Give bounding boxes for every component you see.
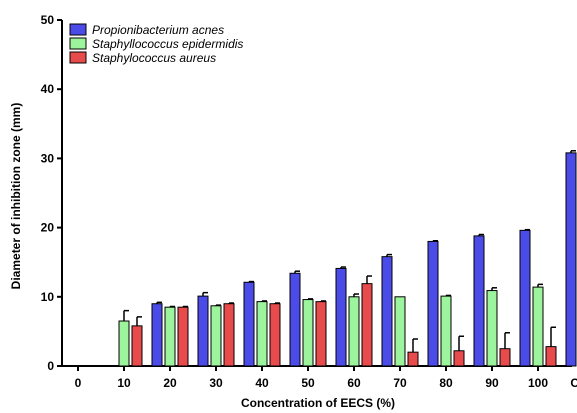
x-tick-label: 10 <box>117 376 131 390</box>
bar-series-1 <box>381 256 393 367</box>
bar-series-1 <box>565 152 577 367</box>
bar-series-2 <box>164 306 176 367</box>
bar-series-1 <box>197 295 209 367</box>
bar-series-2 <box>348 296 360 367</box>
bar-series-3 <box>131 325 143 367</box>
bar-series-2 <box>302 299 314 367</box>
bar-series-1 <box>243 281 255 367</box>
bar-series-1 <box>289 272 301 367</box>
x-tick-label: 50 <box>301 376 315 390</box>
x-tick-labels: 0 10 20 30 40 50 60 70 80 90 100 CDM <box>75 376 577 390</box>
bar-series-3 <box>223 303 235 367</box>
legend-label-3: Staphylococcus aureus <box>92 51 216 65</box>
bar-series-3 <box>269 303 281 367</box>
x-tick-label: 80 <box>439 376 453 390</box>
legend-swatch-2 <box>69 37 87 50</box>
y-tick-label: 50 <box>41 13 55 27</box>
bar-series-2 <box>440 295 452 367</box>
bar-series-2 <box>210 305 222 367</box>
legend-swatch-1 <box>69 23 87 36</box>
y-tick-label: 30 <box>41 151 55 165</box>
bar-series-3 <box>407 351 419 367</box>
x-tick-label: 60 <box>347 376 361 390</box>
bar-series-1 <box>151 303 163 367</box>
bar-series-1 <box>473 235 485 367</box>
legend-label-2: Staphyllococcus epidermidis <box>92 37 243 51</box>
chart-bars <box>118 152 577 367</box>
legend-label-1: Propionibacterium acnes <box>92 23 224 37</box>
y-tick-label: 20 <box>41 221 55 235</box>
bar-series-1 <box>519 229 531 367</box>
bar-series-3 <box>545 346 557 367</box>
bar-series-1 <box>427 240 439 367</box>
x-tick-label: 40 <box>255 376 269 390</box>
x-axis-title: Concentration of EECS (%) <box>241 396 395 410</box>
y-tick-labels: 0 10 20 30 40 50 <box>41 13 55 373</box>
x-tick-label: 0 <box>75 376 82 390</box>
legend-swatch-3 <box>69 51 87 64</box>
y-tick-label: 0 <box>47 359 54 373</box>
bar-series-3 <box>361 283 373 367</box>
bar-series-2 <box>486 290 498 367</box>
y-tick-label: 10 <box>41 290 55 304</box>
bar-series-1 <box>335 267 347 367</box>
bar-series-3 <box>177 306 189 367</box>
y-tick-label: 40 <box>41 82 55 96</box>
x-tick-label: 100 <box>528 376 548 390</box>
x-tick-label: CDM <box>570 376 577 390</box>
bar-series-3 <box>315 301 327 367</box>
bar-series-3 <box>453 350 465 367</box>
x-tick-label: 70 <box>393 376 407 390</box>
y-axis-title: Diameter of inhibition zone (mm) <box>9 103 23 290</box>
bar-series-2 <box>532 286 544 367</box>
x-tick-label: 30 <box>209 376 223 390</box>
bar-series-2 <box>256 301 268 367</box>
bar-series-3 <box>499 348 511 367</box>
chart-error-bars <box>123 150 576 353</box>
bar-series-2 <box>118 320 130 367</box>
x-tick-label: 90 <box>485 376 499 390</box>
bar-series-2 <box>394 296 406 367</box>
x-tick-label: 20 <box>163 376 177 390</box>
